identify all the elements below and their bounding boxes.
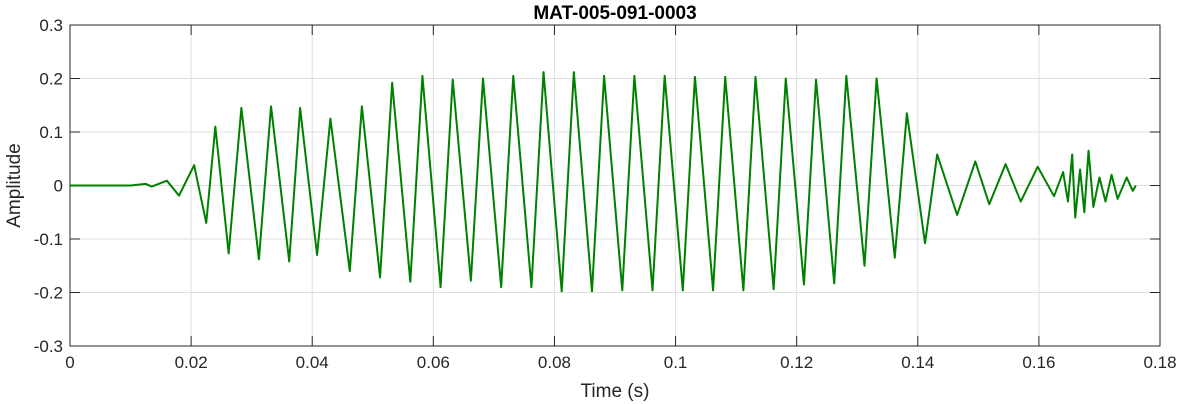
y-tick-label: 0.1 [39, 123, 63, 142]
y-axis-label: Amplitude [4, 143, 25, 228]
x-tick-label: 0.04 [296, 353, 329, 372]
y-tick-label: -0.1 [34, 230, 63, 249]
x-tick-label: 0.06 [417, 353, 450, 372]
x-tick-label: 0.08 [538, 353, 571, 372]
x-tick-label: 0.1 [664, 353, 688, 372]
x-tick-label: 0.12 [780, 353, 813, 372]
y-tick-label: 0.3 [39, 16, 63, 35]
series-line [70, 71, 1137, 293]
x-tick-label: 0.14 [901, 353, 934, 372]
y-tick-label: 0.2 [39, 70, 63, 89]
x-tick-label: 0.18 [1143, 353, 1176, 372]
y-tick-label: -0.2 [34, 284, 63, 303]
y-tick-label: -0.3 [34, 337, 63, 356]
x-axis-label: Time (s) [581, 381, 650, 402]
x-tick-label: 0 [65, 353, 74, 372]
chart-title: MAT-005-091-0003 [533, 3, 696, 24]
y-tick-labels: -0.3 -0.2 -0.1 0 0.1 0.2 0.3 [34, 16, 63, 356]
x-tick-label: 0.02 [175, 353, 208, 372]
y-tick-label: 0 [54, 177, 63, 196]
x-tick-label: 0.16 [1022, 353, 1055, 372]
x-tick-labels: 0 0.02 0.04 0.06 0.08 0.1 0.12 0.14 0.16 0.18 [65, 353, 1176, 372]
